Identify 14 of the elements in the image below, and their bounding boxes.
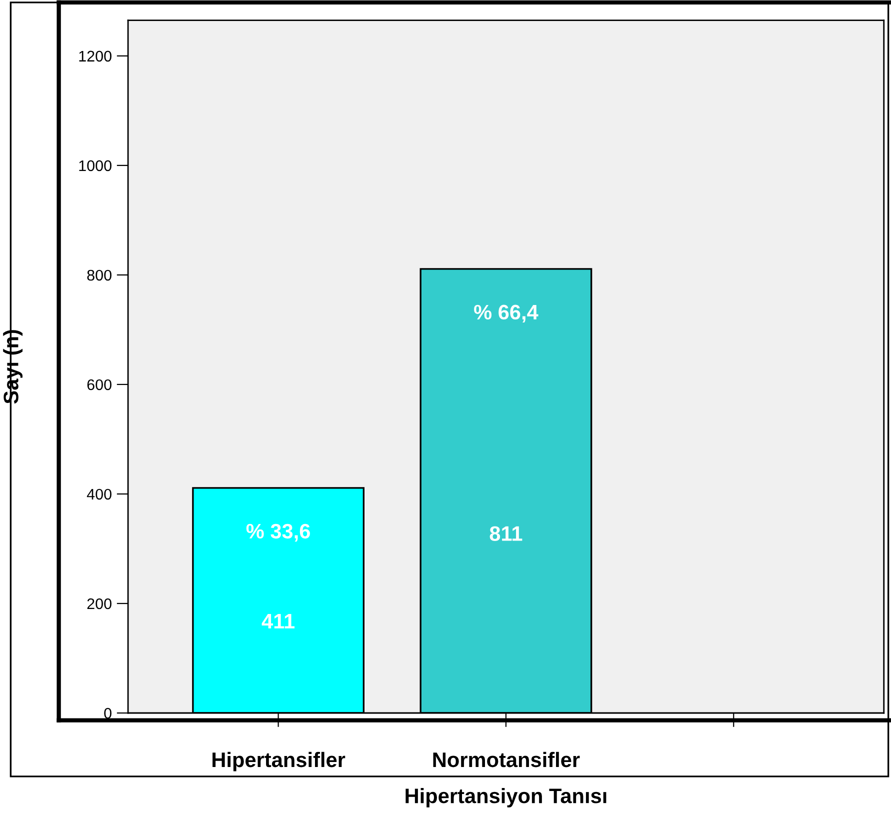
x-tick-label: Hipertansifler [212,752,346,772]
y-tick-label: 1200 [79,50,112,62]
annotation: % 33,6 [246,524,310,542]
y-tick-label: 800 [87,270,112,281]
annotation: % 66,4 [474,304,538,323]
y-tick-label: 400 [86,488,112,500]
y-tick-label: 200 [87,598,112,610]
data-label: 411 [262,614,295,628]
data-label: 811 [490,526,522,541]
x-tick-label: Normotansifler [433,752,580,768]
x-axis-title: Hipertansiyon Tanısı [406,788,606,808]
y-tick-label: 0 [104,708,112,719]
y-tick-label: 1000 [79,160,112,172]
y-tick-label: 600 [87,379,112,390]
